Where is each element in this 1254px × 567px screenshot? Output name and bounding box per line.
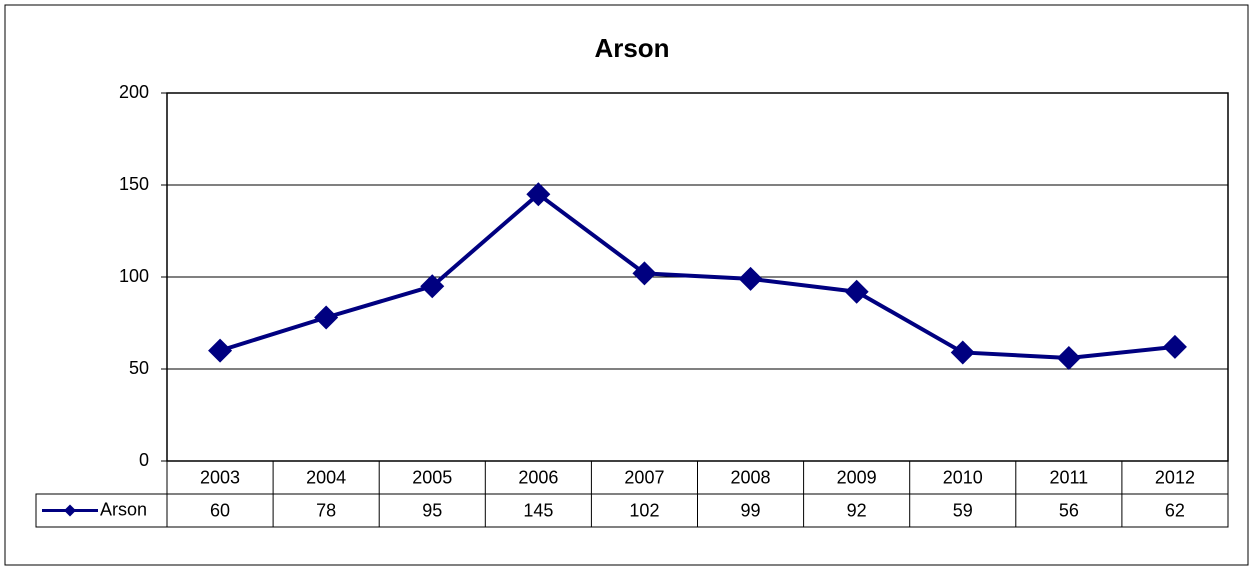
chart-border: [4, 4, 1249, 566]
x-tick-label: 2012: [1155, 467, 1195, 487]
data-label: 95: [422, 500, 442, 520]
x-tick-label: 2010: [943, 467, 983, 487]
legend-label: Arson: [100, 499, 147, 519]
data-label: 99: [741, 500, 761, 520]
data-label: 60: [210, 500, 230, 520]
marker: [1056, 345, 1081, 370]
series-line: [219, 192, 1176, 360]
legend-marker: [64, 504, 76, 517]
data-label: 59: [953, 500, 973, 520]
marker: [632, 261, 657, 286]
y-tick-label: 150: [119, 174, 149, 194]
marker: [950, 340, 975, 365]
marker: [526, 182, 551, 207]
y-tick-label: 0: [139, 450, 149, 470]
x-tick-label: 2011: [1049, 467, 1088, 487]
marker: [420, 274, 445, 299]
data-label: 62: [1165, 500, 1185, 520]
marker: [208, 338, 233, 363]
x-tick-label: 2005: [412, 467, 452, 487]
data-label: 102: [629, 500, 659, 520]
chart-title: Arson: [594, 33, 669, 63]
x-tick-label: 2008: [731, 467, 771, 487]
x-tick-label: 2007: [624, 467, 664, 487]
x-tick-label: 2004: [306, 467, 346, 487]
marker: [844, 279, 869, 304]
data-label: 56: [1059, 500, 1079, 520]
data-label: 145: [523, 500, 553, 520]
marker: [738, 266, 763, 291]
data-label: 78: [316, 500, 336, 520]
y-tick-label: 200: [119, 82, 149, 102]
x-tick-label: 2009: [837, 467, 877, 487]
x-tick-label: 2003: [200, 467, 240, 487]
y-tick-label: 50: [129, 358, 149, 378]
y-tick-label: 100: [119, 266, 149, 286]
marker: [1162, 334, 1187, 359]
data-label: 92: [847, 500, 867, 520]
x-tick-label: 2006: [518, 467, 558, 487]
marker: [314, 305, 339, 330]
